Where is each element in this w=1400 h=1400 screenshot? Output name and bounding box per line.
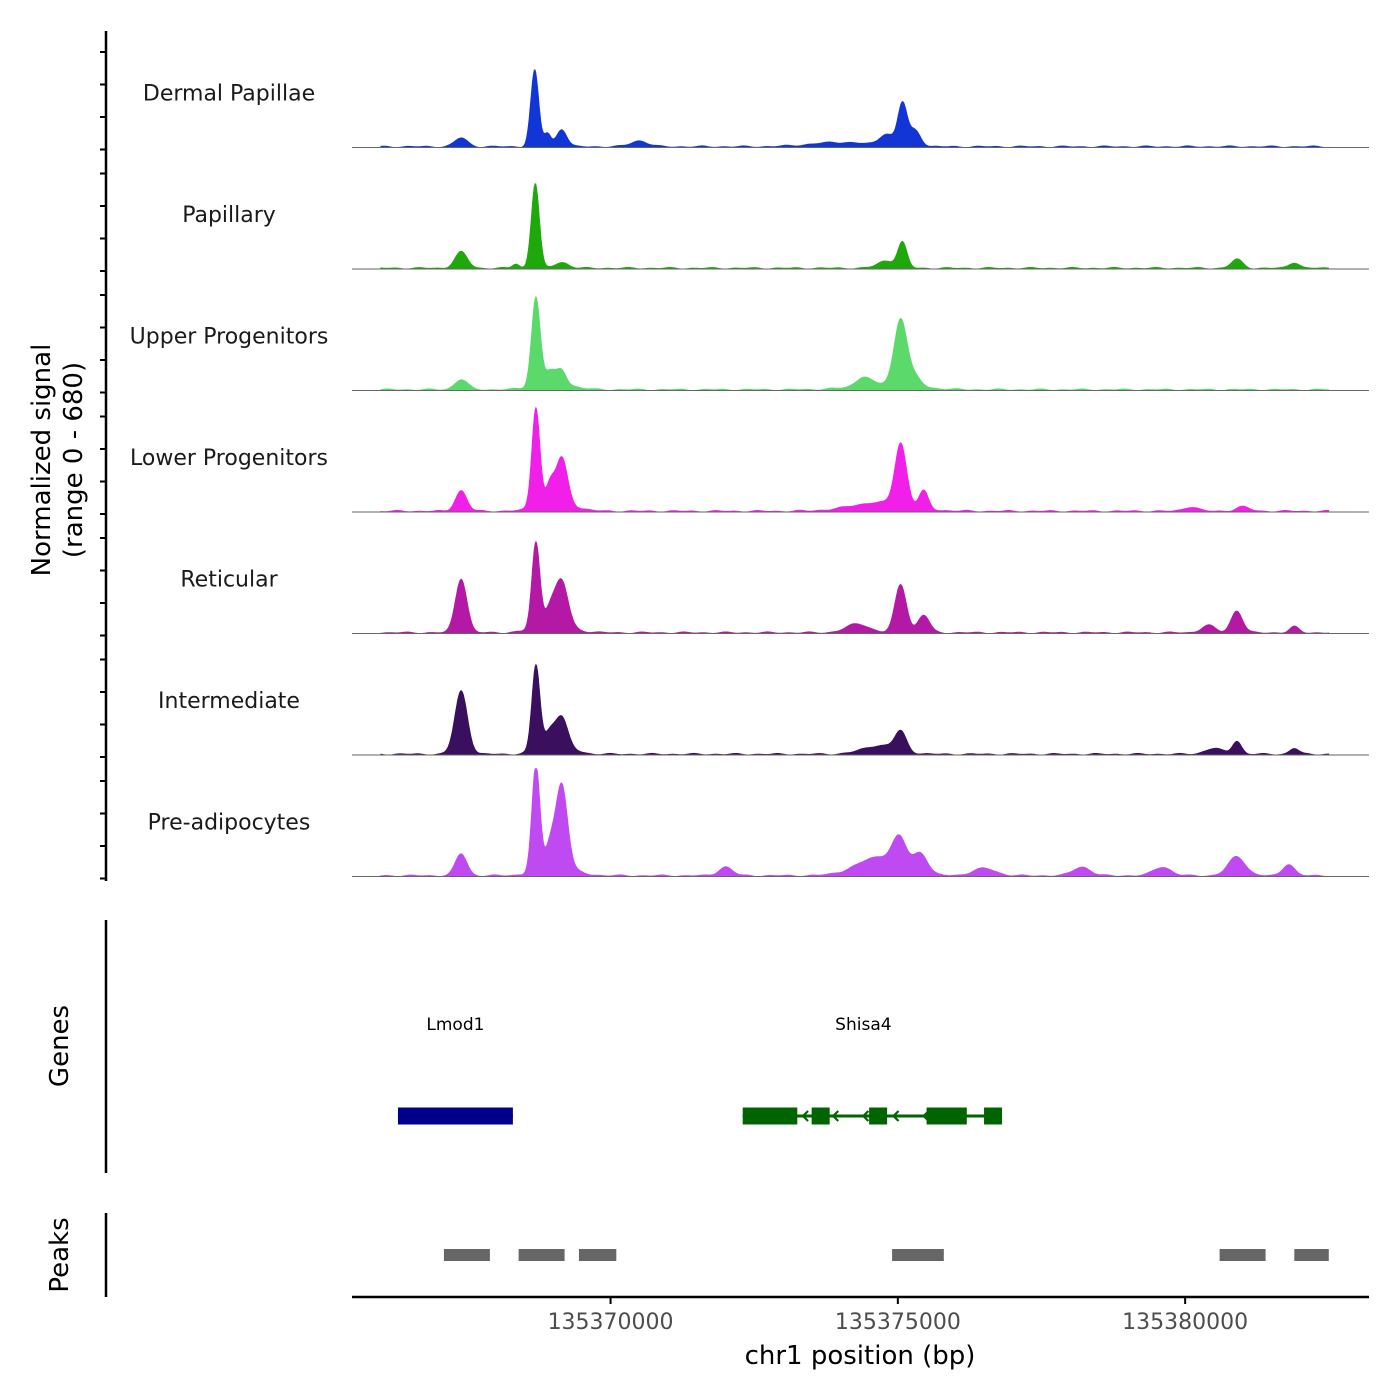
peak-region (518, 1249, 565, 1261)
strand-arrow (801, 1110, 809, 1122)
signal-tracks: Dermal Papillae Papillary Upper Progenitor… (130, 69, 1369, 877)
track-label: Reticular (180, 568, 278, 593)
track-label: Dermal Papillae (143, 82, 315, 107)
peak-region (1294, 1249, 1329, 1261)
signal-area (380, 663, 1330, 756)
gene-exon (869, 1107, 888, 1125)
track-3: Lower Progenitors (130, 406, 1369, 513)
signal-area (380, 295, 1330, 391)
x-tick-label: 135380000 (1122, 1310, 1248, 1335)
track-0: Dermal Papillae (143, 69, 1369, 148)
x-tick-label: 135375000 (835, 1310, 961, 1335)
signal-area (380, 406, 1330, 513)
gene-exon (742, 1107, 798, 1125)
peak-region (892, 1249, 944, 1261)
track-label: Lower Progenitors (130, 446, 328, 471)
gene-name: Lmod1 (426, 1015, 484, 1035)
strand-arrow (861, 1110, 870, 1122)
track-label: Papillary (182, 203, 276, 228)
x-tick-label: 135370000 (548, 1310, 674, 1335)
peak-region (1219, 1249, 1266, 1261)
gene-exon (984, 1107, 1003, 1125)
strand-arrow (891, 1110, 900, 1122)
x-axis-label: chr1 position (bp) (745, 1341, 976, 1371)
gene-exon (811, 1107, 830, 1125)
gene-name: Shisa4 (835, 1015, 891, 1035)
signal-area (380, 768, 1329, 877)
gene-track: Lmod1 Shisa4 (397, 1015, 1003, 1125)
y-axis-label-line2: (range 0 - 680) (59, 362, 89, 558)
track-label: Pre-adipocytes (148, 811, 311, 836)
signal-area (380, 540, 1330, 634)
track-2: Upper Progenitors (130, 295, 1369, 391)
peaks-track (443, 1249, 1329, 1261)
gene-Lmod1: Lmod1 (397, 1015, 513, 1125)
y-axis-label-line1: Normalized signal (27, 344, 57, 577)
track-6: Pre-adipocytes (148, 768, 1369, 877)
peak-region (578, 1249, 617, 1261)
genes-track-label: Genes (45, 1005, 75, 1087)
track-label: Upper Progenitors (130, 325, 329, 350)
track-4: Reticular (180, 540, 1369, 634)
track-1: Papillary (182, 183, 1369, 270)
x-axis: 135370000 135375000 135380000 (548, 1297, 1248, 1335)
peak-region (443, 1249, 490, 1261)
gene-Shisa4: Shisa4 (742, 1015, 1003, 1125)
gene-exon (397, 1107, 513, 1125)
track-5: Intermediate (158, 663, 1369, 756)
signal-y-axis (100, 31, 108, 881)
peaks-track-label: Peaks (45, 1217, 75, 1292)
signal-area (380, 183, 1330, 270)
signal-area (380, 69, 1330, 148)
gene-exon (926, 1107, 967, 1125)
track-label: Intermediate (158, 689, 300, 714)
strand-arrow (831, 1110, 839, 1122)
